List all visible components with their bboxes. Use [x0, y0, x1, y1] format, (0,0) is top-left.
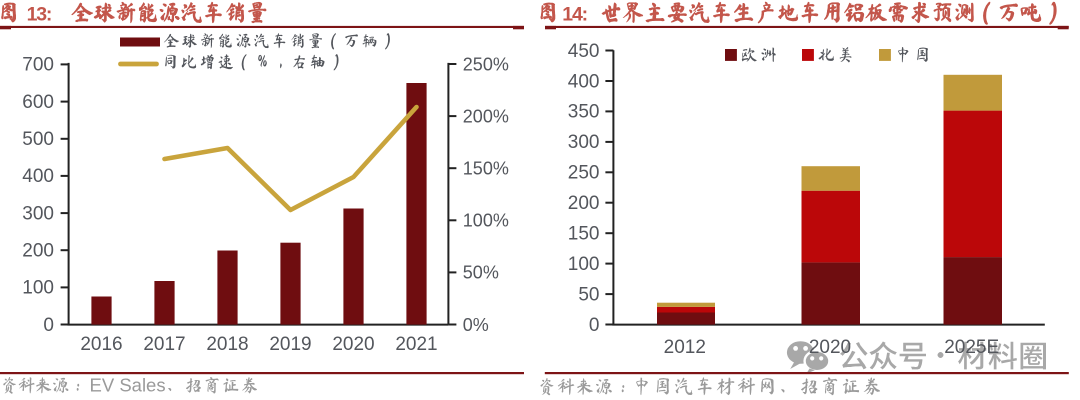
svg-text:200: 200 — [568, 193, 600, 214]
svg-text:400: 400 — [22, 166, 54, 187]
svg-text:300: 300 — [568, 132, 600, 153]
svg-text:250%: 250% — [463, 54, 509, 74]
svg-text:700: 700 — [22, 55, 54, 76]
svg-text:150%: 150% — [463, 159, 509, 179]
svg-text:400: 400 — [568, 71, 600, 92]
svg-text:600: 600 — [22, 92, 54, 113]
svg-text:350: 350 — [568, 102, 600, 123]
svg-text:100: 100 — [22, 278, 54, 299]
svg-text:EV Sales: EV Sales — [90, 375, 166, 396]
svg-text:500: 500 — [22, 129, 54, 150]
svg-text:0: 0 — [589, 315, 600, 336]
svg-text:2025E: 2025E — [944, 337, 999, 358]
svg-text:50: 50 — [578, 284, 599, 305]
svg-text:450: 450 — [568, 41, 600, 62]
svg-text:2012: 2012 — [664, 337, 706, 358]
svg-text:150: 150 — [568, 224, 600, 245]
svg-text:13:: 13: — [27, 4, 52, 26]
svg-text:14:: 14: — [562, 4, 587, 26]
svg-text:2020: 2020 — [332, 334, 374, 355]
svg-text:200: 200 — [22, 241, 54, 262]
svg-text:200%: 200% — [463, 106, 509, 126]
svg-text:0%: 0% — [463, 315, 489, 335]
svg-text:0: 0 — [43, 315, 54, 336]
svg-text:2019: 2019 — [269, 334, 311, 355]
svg-text:50%: 50% — [463, 263, 499, 283]
svg-text:100: 100 — [568, 254, 600, 275]
svg-text:100%: 100% — [463, 211, 509, 231]
svg-text:250: 250 — [568, 163, 600, 184]
svg-text:2018: 2018 — [206, 334, 248, 355]
svg-text:300: 300 — [22, 203, 54, 224]
svg-text:2020: 2020 — [809, 337, 851, 358]
svg-text:2017: 2017 — [143, 334, 185, 355]
svg-text:2016: 2016 — [80, 334, 122, 355]
svg-text:2021: 2021 — [395, 334, 437, 355]
